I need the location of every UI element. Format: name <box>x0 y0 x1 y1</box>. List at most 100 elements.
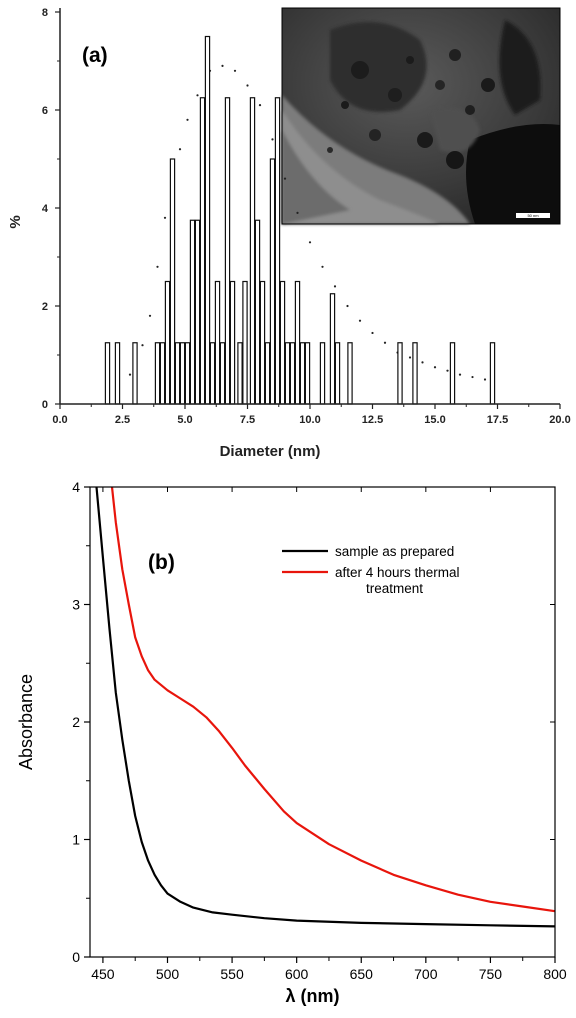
fit-curve-point <box>296 211 299 214</box>
legend-label-thermal: after 4 hours thermal treatment <box>335 565 463 596</box>
histogram-bar <box>114 342 121 405</box>
x-tick-label: 750 <box>479 966 503 982</box>
x-tick-label: 550 <box>220 966 244 982</box>
y-axis-label: % <box>7 215 24 228</box>
legend-label-prepared: sample as prepared <box>335 544 454 559</box>
histogram-bar <box>274 97 281 405</box>
histogram-bar <box>284 342 291 405</box>
histogram-bar <box>254 219 261 405</box>
histogram-bar <box>104 342 111 405</box>
histogram-bar <box>347 342 353 405</box>
histogram-bar <box>154 342 161 405</box>
x-axis-label: λ (nm) <box>286 986 340 1006</box>
scale-bar-label: 50 nm <box>527 213 539 218</box>
fit-curve-point <box>333 285 337 288</box>
fit-curve-point <box>196 94 199 97</box>
histogram-bar <box>299 342 306 405</box>
histogram-bar <box>169 158 176 405</box>
y-tick-label: 1 <box>72 832 80 848</box>
fit-curve-point <box>308 241 312 244</box>
y-tick-label: 4 <box>42 203 49 215</box>
x-tick-label: 7.5 <box>240 414 255 426</box>
x-axis-label: Diameter (nm) <box>220 443 321 460</box>
fit-curve-point <box>163 216 167 219</box>
fit-curve-point <box>371 331 374 335</box>
y-tick-label: 3 <box>72 597 80 613</box>
fit-curve-point <box>258 104 262 107</box>
histogram-bar <box>164 280 171 405</box>
histogram-bar <box>269 158 276 405</box>
histogram-bar <box>199 97 206 405</box>
panel-label-b: (b) <box>148 551 175 574</box>
y-tick-label: 0 <box>72 949 80 965</box>
fit-curve-point <box>408 356 412 359</box>
x-tick-label: 600 <box>285 966 309 982</box>
histogram-bar <box>329 293 336 405</box>
fit-curve-point <box>221 64 224 67</box>
histogram-chart: 50 nm 0.0 2.5 5.0 7.5 10.0 12.5 15.0 17.5 20.0 0 2… <box>7 7 571 460</box>
histogram-bar <box>397 342 403 405</box>
fit-curve-point <box>246 84 249 87</box>
fit-curve-point <box>446 369 449 372</box>
histogram-bar <box>204 35 211 405</box>
x-tick-label: 15.0 <box>424 414 445 426</box>
histogram-bar <box>214 280 221 405</box>
fit-curve-point <box>358 319 362 322</box>
histogram-bar <box>219 342 226 405</box>
y-tick-label: 6 <box>42 105 48 117</box>
histogram-bar <box>242 280 248 405</box>
y-tick-label: 8 <box>42 7 48 19</box>
histogram-bar <box>289 342 296 405</box>
x-tick-label: 10.0 <box>299 414 320 426</box>
histogram-bar <box>194 219 201 405</box>
histogram-bar <box>174 342 181 405</box>
histogram-bar <box>237 342 243 405</box>
histogram-bar <box>159 342 166 405</box>
x-tick-label: 20.0 <box>549 414 570 426</box>
x-tick-label: 17.5 <box>487 414 508 426</box>
series-line-prepared <box>95 486 556 928</box>
fit-curve-point <box>156 265 159 268</box>
fit-curve-point <box>141 344 144 347</box>
x-tick-label: 0.0 <box>52 414 67 426</box>
x-tick-label: 650 <box>350 966 374 982</box>
histogram-bar <box>264 342 271 405</box>
histogram-bar <box>304 342 311 405</box>
histogram-bar <box>224 97 231 405</box>
histogram-bar <box>412 342 418 405</box>
fit-curve-point <box>233 69 237 72</box>
y-tick-label: 0 <box>42 399 48 411</box>
legend-label-thermal-line2: treatment <box>366 581 423 596</box>
x-tick-label: 700 <box>414 966 438 982</box>
fit-curve-point <box>186 118 189 121</box>
legend-label-thermal-line1: after 4 hours thermal <box>335 565 460 580</box>
absorbance-line-chart: 450 500 550 600 650 700 750 800 0 1 2 3 4 λ (nm) Absor… <box>16 479 567 1006</box>
panel-label-a: (a) <box>82 44 108 67</box>
histogram-bar <box>229 280 236 405</box>
series-line-thermal <box>110 486 556 913</box>
histogram-bar <box>319 342 326 405</box>
histogram-bar <box>334 342 341 405</box>
fit-curve-point <box>421 361 424 364</box>
y-tick-label: 2 <box>42 301 48 313</box>
y-tick-label: 2 <box>72 714 80 730</box>
fit-curve-point <box>458 373 462 376</box>
histogram-bar <box>132 342 138 405</box>
fit-curve-point <box>271 138 274 141</box>
x-tick-label: 12.5 <box>362 414 383 426</box>
x-tick-label: 450 <box>91 966 115 982</box>
histogram-bar <box>209 342 216 405</box>
fit-curve-point <box>346 304 349 308</box>
fit-curve-point <box>321 265 324 268</box>
histogram-bar <box>449 342 456 405</box>
fit-curve-point <box>483 378 487 381</box>
histogram-bar <box>179 342 186 405</box>
x-tick-label: 5.0 <box>177 414 192 426</box>
histogram-bar <box>259 280 266 405</box>
fit-curve-point <box>433 366 437 369</box>
histogram-bar <box>489 342 496 405</box>
fit-curve-point <box>128 373 132 376</box>
x-tick-label: 500 <box>156 966 180 982</box>
legend: sample as prepared after 4 hours thermal… <box>282 544 463 596</box>
fit-curve-point <box>148 314 152 317</box>
